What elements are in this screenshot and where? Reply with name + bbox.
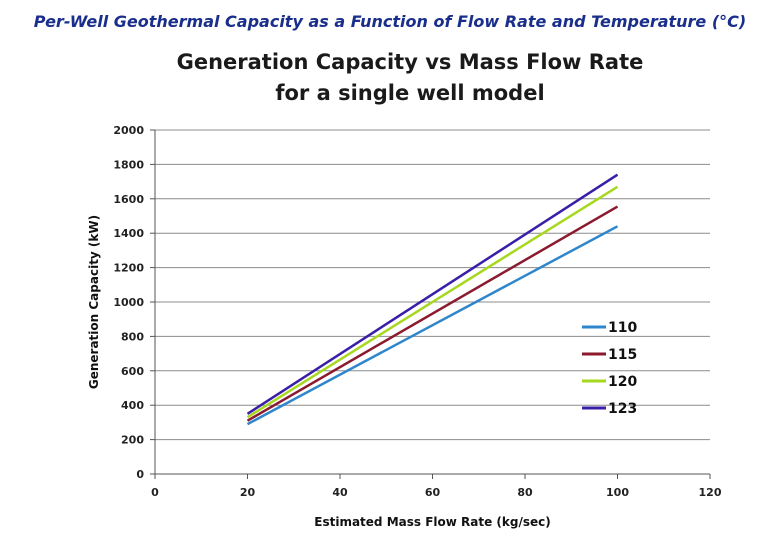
y-tick-labels: 0 200 400 600 800 1000 1200 1400 1600 1800 2000 — [113, 124, 144, 481]
x-tick-label: 20 — [240, 486, 256, 499]
y-tick-label: 400 — [121, 399, 144, 412]
series-line-123 — [246, 173, 619, 415]
series-lines — [246, 173, 619, 426]
y-tick-label: 1000 — [113, 296, 144, 309]
page-header: Per-Well Geothermal Capacity as a Functi… — [33, 12, 747, 31]
y-tick-label: 1400 — [113, 227, 144, 240]
y-tick-label: 600 — [121, 365, 144, 378]
x-tick-label: 120 — [699, 486, 722, 499]
axes — [154, 130, 711, 479]
x-tick-label: 40 — [332, 486, 348, 499]
gridlines — [150, 129, 710, 475]
legend-label-110: 110 — [608, 320, 637, 336]
y-tick-label: 2000 — [113, 124, 144, 137]
x-tick-label: 100 — [606, 486, 629, 499]
y-tick-label: 1600 — [113, 193, 144, 206]
x-axis-label: Estimated Mass Flow Rate (kg/sec) — [314, 515, 550, 529]
x-tick-label: 0 — [151, 486, 159, 499]
legend-label-115: 115 — [608, 347, 637, 363]
y-axis-label: Generation Capacity (kW) — [87, 215, 101, 389]
chart-title-line1: Generation Capacity vs Mass Flow Rate — [176, 50, 644, 74]
y-tick-label: 200 — [121, 434, 144, 447]
y-tick-label: 0 — [136, 468, 144, 481]
chart-title-line2: for a single well model — [275, 81, 545, 105]
x-tick-label: 80 — [517, 486, 533, 499]
series-line-115 — [246, 205, 619, 422]
legend-label-120: 120 — [608, 374, 637, 390]
x-tick-labels: 0 20 40 60 80 100 120 — [151, 486, 722, 499]
y-tick-label: 800 — [121, 330, 144, 343]
x-tick-label: 60 — [425, 486, 441, 499]
series-line-110 — [246, 225, 619, 426]
y-tick-label: 1200 — [113, 262, 144, 275]
legend: 110 115 120 123 — [582, 320, 637, 417]
legend-label-123: 123 — [608, 401, 637, 417]
y-tick-label: 1800 — [113, 158, 144, 171]
series-line-120 — [246, 185, 619, 419]
